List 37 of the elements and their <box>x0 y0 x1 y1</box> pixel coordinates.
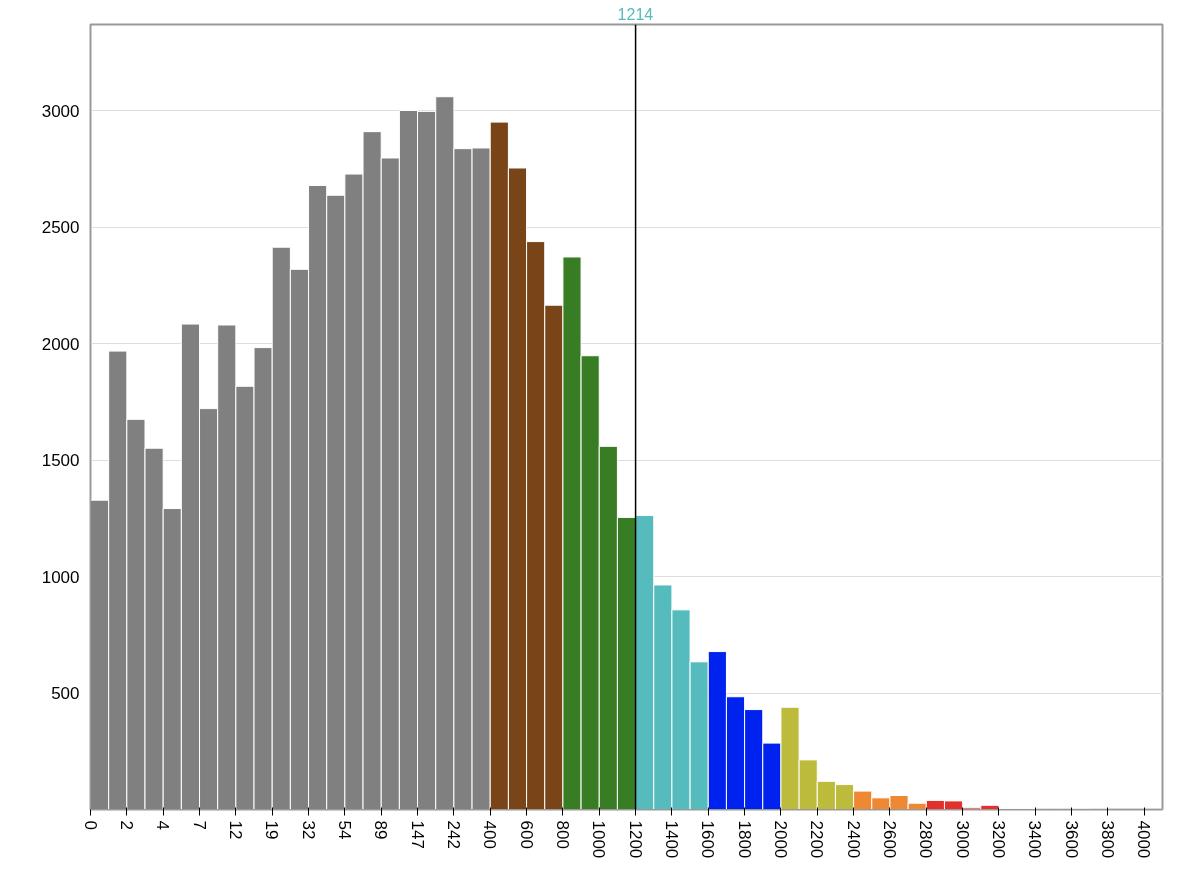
x-tick-label: 2600 <box>879 820 899 859</box>
x-tick-label: 147 <box>407 820 427 849</box>
x-tick-label: 32 <box>298 820 318 840</box>
x-tick-label: 3000 <box>952 820 972 859</box>
x-tick-label: 1600 <box>698 820 718 859</box>
x-tick-label: 4 <box>153 820 173 830</box>
y-tick-label: 3000 <box>41 101 80 121</box>
x-tick-label: 89 <box>371 820 391 840</box>
y-tick-label: 2500 <box>41 218 80 238</box>
x-tick-label: 3400 <box>1025 820 1045 859</box>
x-tick-label: 3200 <box>988 820 1008 859</box>
x-tick-label: 242 <box>443 820 463 849</box>
y-tick-label: 500 <box>51 684 80 704</box>
x-tick-label: 19 <box>262 820 282 840</box>
ref-line-label: 1214 <box>617 5 654 23</box>
x-tick-label: 2400 <box>843 820 863 859</box>
x-tick-label: 2200 <box>807 820 827 859</box>
x-tick-label: 2000 <box>770 820 790 859</box>
x-tick-label: 0 <box>80 820 100 830</box>
x-tick-label: 7 <box>189 820 209 830</box>
x-tick-label: 1000 <box>589 820 609 859</box>
x-tick-label: 3800 <box>1097 820 1117 859</box>
x-tick-label: 2 <box>116 820 136 830</box>
x-tick-label: 1800 <box>734 820 754 859</box>
x-tick-label: 54 <box>334 820 354 840</box>
x-tick-label: 1400 <box>661 820 681 859</box>
x-tick-label: 400 <box>480 820 500 849</box>
x-tick-label: 2800 <box>916 820 936 859</box>
x-tick-label: 1200 <box>625 820 645 859</box>
y-tick-label: 1000 <box>41 567 80 587</box>
x-tick-label: 3600 <box>1061 820 1081 859</box>
x-tick-label: 12 <box>225 820 245 840</box>
x-tick-label: 800 <box>552 820 572 849</box>
y-tick-label: 2000 <box>41 334 80 354</box>
x-tick-label: 600 <box>516 820 536 849</box>
y-tick-label: 1500 <box>41 451 80 471</box>
x-tick-label: 4000 <box>1134 820 1154 859</box>
